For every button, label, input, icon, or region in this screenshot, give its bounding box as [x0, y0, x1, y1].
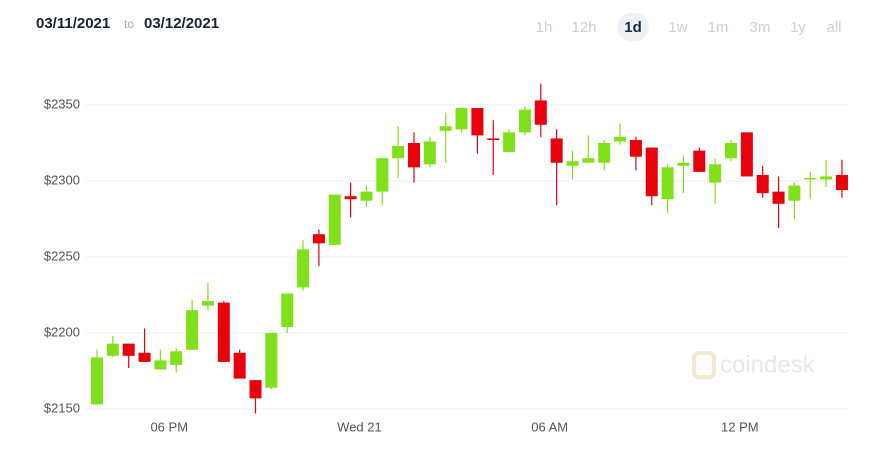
candle-body [439, 126, 452, 131]
candle-body [138, 352, 151, 362]
candle-body [186, 310, 199, 350]
x-tick-label: 06 AM [531, 419, 568, 434]
y-tick-label: $2150 [44, 400, 80, 415]
candle-body [661, 167, 674, 200]
candle-body [376, 158, 389, 192]
candle-body [756, 174, 769, 194]
candle-body [503, 132, 516, 153]
watermark: coindesk [692, 351, 816, 379]
date-sep: to [124, 17, 134, 31]
range-button[interactable]: 1d [624, 19, 642, 36]
watermark-text: coindesk [720, 351, 816, 378]
candle-body [392, 146, 405, 159]
candle-body [455, 108, 468, 130]
range-button[interactable]: all [826, 19, 841, 36]
candle-body [820, 176, 833, 180]
candle-body [154, 360, 167, 370]
candle-body [217, 302, 230, 362]
candle-body [106, 343, 119, 356]
range-button[interactable]: 1w [668, 19, 687, 36]
candle-body [566, 161, 579, 166]
date-from: 03/11/2021 [36, 15, 110, 32]
candle-body [598, 143, 611, 163]
candle-body [297, 249, 310, 288]
candle-body [835, 174, 848, 191]
y-tick-label: $2200 [44, 324, 80, 339]
range-button[interactable]: 12h [571, 19, 596, 36]
candle-body [518, 109, 531, 133]
range-button[interactable]: 1h [536, 19, 553, 36]
candle-body [170, 351, 183, 365]
candle-body [740, 132, 753, 177]
range-button[interactable]: 1y [790, 19, 806, 36]
candle-body [249, 380, 262, 399]
candle-body [582, 158, 595, 163]
candle-body [344, 196, 357, 200]
candle-body [614, 136, 627, 142]
candle-body [804, 177, 817, 180]
candle-body [487, 138, 500, 140]
candle-body [471, 108, 484, 136]
x-tick-label: 12 PM [721, 419, 759, 434]
candle-body [423, 141, 436, 165]
candle-body [201, 301, 214, 306]
candle-body [550, 138, 563, 163]
candle-body [328, 194, 341, 245]
candle-body [629, 139, 642, 157]
candle-body [233, 352, 246, 379]
candle-body [534, 100, 547, 125]
range-button[interactable]: 3m [750, 19, 771, 36]
date-until: 03/12/2021 [144, 15, 219, 32]
candle-body [725, 143, 737, 159]
candle-body [709, 164, 722, 183]
candle-body [122, 343, 135, 356]
y-tick-label: $2250 [44, 248, 80, 263]
candle-body [645, 147, 658, 197]
candle-body [677, 162, 690, 166]
x-tick-label: 06 PM [150, 419, 188, 434]
candle-body [408, 143, 420, 168]
candle-body [91, 357, 103, 405]
candle-body [360, 191, 373, 201]
candle-body [772, 191, 785, 204]
y-tick-label: $2300 [44, 172, 80, 187]
range-active-bg [617, 13, 649, 41]
candle-body [265, 333, 278, 388]
x-tick-label: Wed 21 [337, 419, 382, 434]
candle-body [312, 234, 325, 244]
candle-body [281, 293, 294, 327]
y-tick-label: $2350 [44, 96, 80, 111]
candle-body [788, 185, 801, 201]
candle-body [693, 150, 706, 172]
range-button[interactable]: 1m [708, 19, 729, 36]
